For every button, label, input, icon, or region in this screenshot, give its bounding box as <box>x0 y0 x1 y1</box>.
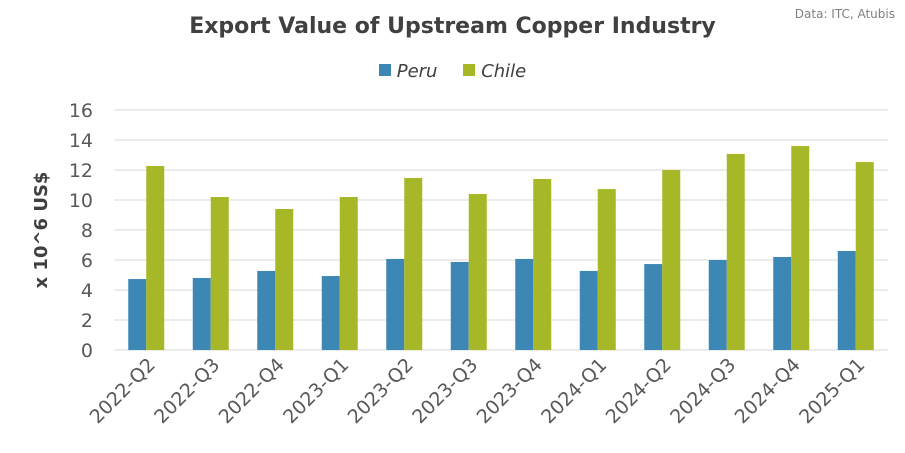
x-tick-label: 2022-Q3 <box>150 354 224 428</box>
y-tick-label: 6 <box>81 250 93 272</box>
y-tick-label: 10 <box>69 190 93 212</box>
bar-peru <box>773 257 792 350</box>
y-tick-label: 16 <box>69 100 93 122</box>
y-axis-label: x 10^6 US$ <box>31 172 52 289</box>
bar-peru <box>128 279 147 350</box>
legend-label-chile: Chile <box>481 61 527 82</box>
bar-peru <box>579 270 598 350</box>
x-tick-label: 2023-Q3 <box>408 354 482 428</box>
bar-chile <box>791 146 810 350</box>
legend-item-peru: Peru <box>378 61 438 82</box>
bar-chile <box>339 197 358 350</box>
x-tick-label: 2025-Q1 <box>795 354 869 428</box>
bar-chile <box>404 177 423 350</box>
legend-item-chile: Chile <box>463 61 526 82</box>
bar-peru <box>192 278 211 350</box>
x-tick-label: 2024-Q2 <box>602 354 676 428</box>
x-tick-label: 2024-Q4 <box>731 354 805 428</box>
x-tick-label: 2024-Q1 <box>537 354 611 428</box>
y-tick-label: 14 <box>69 130 93 152</box>
bar-chile <box>855 162 874 350</box>
legend: Peru Chile <box>0 61 905 82</box>
source-note: Data: ITC, Atubis <box>794 7 895 21</box>
bar-peru <box>321 276 340 350</box>
bar-peru <box>257 270 276 350</box>
y-tick-label: 4 <box>81 280 93 302</box>
x-tick-label: 2023-Q4 <box>473 354 547 428</box>
x-tick-label: 2022-Q4 <box>215 354 289 428</box>
legend-swatch-peru <box>378 64 391 76</box>
bar-peru <box>450 261 469 350</box>
bar-chile <box>726 153 745 350</box>
y-tick-label: 2 <box>81 310 93 332</box>
y-tick-label: 12 <box>69 160 93 182</box>
legend-label-peru: Peru <box>396 61 438 82</box>
y-tick-label: 8 <box>81 220 93 242</box>
bar-chile <box>533 179 552 350</box>
bar-chile <box>146 165 165 350</box>
bar-chile <box>662 170 681 350</box>
bar-chile <box>597 189 616 350</box>
legend-swatch-chile <box>463 64 476 76</box>
bar-chile <box>468 194 487 350</box>
x-tick-label: 2023-Q2 <box>344 354 418 428</box>
bar-chile <box>210 197 229 350</box>
x-tick-label: 2023-Q1 <box>279 354 353 428</box>
bar-peru <box>515 258 534 350</box>
x-tick-label: 2022-Q2 <box>86 354 160 428</box>
y-tick-label: 0 <box>81 340 93 362</box>
bar-peru <box>644 264 663 350</box>
bar-peru <box>386 258 405 350</box>
bar-peru <box>708 260 727 350</box>
bar-chile <box>275 209 294 350</box>
bar-peru <box>837 251 856 350</box>
x-tick-label: 2024-Q3 <box>666 354 740 428</box>
chart-title: Export Value of Upstream Copper Industry <box>189 14 716 39</box>
